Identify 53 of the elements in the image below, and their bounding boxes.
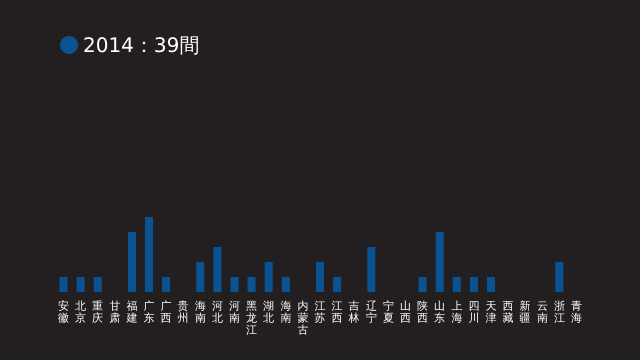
bar <box>555 262 564 292</box>
bar <box>486 277 495 292</box>
x-tick-label: 河北 <box>212 300 223 324</box>
x-tick-label: 宁夏 <box>382 300 394 324</box>
bar <box>230 277 239 292</box>
bar <box>367 247 376 292</box>
x-tick-label: 江苏 <box>314 300 326 324</box>
x-tick-label: 贵州 <box>178 300 189 324</box>
x-tick-label: 湖北 <box>263 300 274 324</box>
bar <box>436 232 444 292</box>
x-tick-label: 海南 <box>280 300 292 324</box>
x-tick-label: 山东 <box>434 300 446 324</box>
x-tick-label: 吉林 <box>348 300 360 324</box>
x-tick-label: 四川 <box>468 300 480 324</box>
x-tick-label: 甘肃 <box>109 300 120 324</box>
bar <box>316 262 324 292</box>
bar <box>282 277 290 292</box>
bar <box>196 262 204 292</box>
x-tick-label: 浙江 <box>554 300 565 324</box>
bar <box>94 277 102 292</box>
bar <box>60 277 68 292</box>
x-tick-label: 广西 <box>160 300 172 324</box>
x-tick-label: 陕西 <box>417 300 428 324</box>
bar <box>470 277 478 292</box>
x-tick-label: 河南 <box>229 300 240 324</box>
x-tick-label: 云南 <box>536 300 548 324</box>
bar <box>128 232 136 292</box>
bar <box>213 247 222 292</box>
bar <box>162 277 170 292</box>
bar <box>145 217 154 292</box>
x-tick-label: 上海 <box>451 300 462 324</box>
x-tick-label: 青海 <box>570 300 582 324</box>
bar <box>452 277 461 292</box>
x-tick-label: 海南 <box>194 300 206 324</box>
bar <box>418 277 427 292</box>
bar <box>333 277 342 292</box>
bar <box>248 277 256 292</box>
x-tick-label: 内蒙古 <box>297 300 308 336</box>
x-tick-label: 天津 <box>485 300 496 324</box>
x-tick-label: 北京 <box>75 300 86 324</box>
x-tick-label: 福建 <box>125 300 138 324</box>
x-tick-label: 黑龙江 <box>246 300 258 336</box>
legend-label: 2014：39間 <box>83 33 200 57</box>
x-tick-label: 新疆 <box>520 300 531 324</box>
x-tick-label: 辽宁 <box>366 300 377 324</box>
x-tick-label: 江西 <box>332 300 343 324</box>
bar <box>76 277 85 292</box>
bar <box>264 262 273 292</box>
x-tick-label: 重庆 <box>92 300 104 324</box>
x-tick-label: 广东 <box>144 300 155 324</box>
x-tick-label: 西藏 <box>502 300 514 324</box>
x-tick-label: 山西 <box>400 300 411 324</box>
x-tick-label: 安徽 <box>58 300 70 324</box>
